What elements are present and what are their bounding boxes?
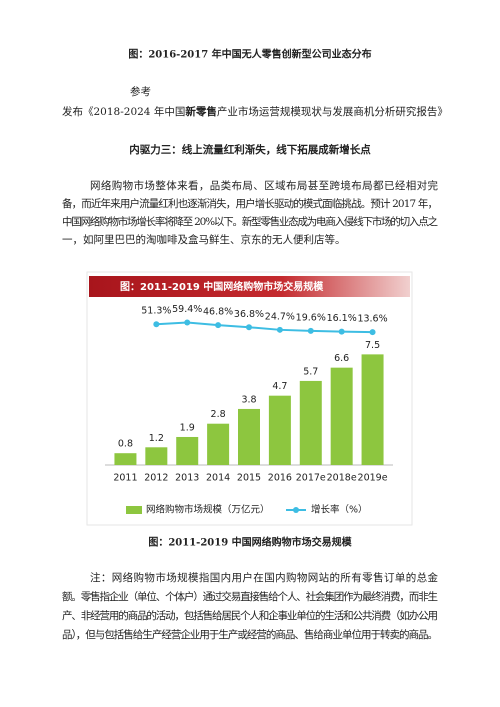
bar-label: 4.7: [272, 381, 287, 392]
growth-point: [276, 326, 283, 333]
paragraph-line: 网络购物市场整体来看，品类布局、区域布局甚至跨境布局都已经相对完: [90, 179, 439, 192]
bar: [145, 447, 168, 465]
growth-point: [338, 328, 345, 335]
growth-point: [369, 329, 376, 336]
growth-line: [156, 321, 373, 334]
x-tick-label: 2016: [268, 473, 292, 484]
chart-frame: [86, 271, 413, 526]
reference-part: 发布《2018-2024 年中国: [62, 105, 185, 118]
growth-point: [184, 319, 191, 326]
heading: 图：2016-2017 年中国无人零售创新型公司业态分布: [128, 48, 371, 61]
paragraph-line: 中国网络购物市场增长率将降至 20%以下。新型零售业态成为电商入侵线下市场的切入…: [62, 215, 439, 228]
note-line: 注：网络购物市场规模指国内用户在国内购物网站的所有零售订单的总金: [90, 571, 439, 584]
bar-label: 7.5: [365, 340, 380, 351]
reference: 发布《2018-2024 年中国新零售产业市场运营规模现状与发展商机分析研究报告…: [62, 105, 448, 118]
growth-label: 19.6%: [296, 312, 326, 323]
x-tick-label: 2018e: [327, 473, 357, 484]
legend-label: 增长率（%）: [311, 504, 368, 516]
bar-label: 3.8: [241, 394, 256, 405]
reference-label: 参考: [130, 85, 151, 98]
bar: [207, 423, 230, 465]
growth-label: 59.4%: [172, 304, 202, 315]
chart-title: 图：2011-2019 中国网络购物市场交易规模: [120, 280, 324, 293]
bar: [114, 453, 137, 465]
x-tick-label: 2017e: [296, 473, 326, 484]
note-line: 产、非经营用的商品的活动，包括售给居民个人和企事业单位的生活和公共消费（如办公用: [62, 609, 438, 622]
growth-label: 24.7%: [265, 311, 295, 322]
bar-label: 1.9: [180, 422, 195, 433]
growth-label: 13.6%: [357, 314, 387, 325]
chart: 图：2011-2019 中国网络购物市场交易规模 2011 2012 2013 201…: [86, 271, 413, 526]
bar: [176, 436, 199, 465]
x-tick-label: 2014: [206, 473, 230, 484]
x-tick-label: 2013: [175, 473, 199, 484]
bar: [299, 380, 322, 465]
bar-label: 1.2: [149, 433, 164, 444]
reference-bold: 新零售: [185, 105, 217, 118]
legend-swatch: [126, 506, 142, 514]
legend-swatch: [293, 507, 299, 513]
growth-label: 16.1%: [327, 313, 357, 324]
chart-banner: [89, 276, 410, 297]
x-tick-label: 2019e: [358, 473, 388, 484]
growth-label: 51.3%: [141, 306, 171, 317]
paragraph-line: 备，而近年来用户流量红利也逐渐消失，用户增长驱动的模式面临挑战。预计 2017 …: [62, 197, 438, 210]
x-tick-label: 2015: [237, 473, 261, 484]
growth-point: [153, 321, 160, 328]
legend-label: 网络购物市场规模（万亿元）: [146, 504, 270, 516]
bar: [361, 354, 384, 465]
note-line: 品），但与包括售给生产经营企业用于生产或经营的商品、售给商业单位用于转卖的商品。: [62, 628, 438, 641]
x-tick-label: 2011: [113, 473, 137, 484]
paragraph-line: 一，如阿里巴巴的淘咖啡及盒马鲜生、京东的无人便利店等。: [62, 233, 346, 246]
bar: [238, 408, 260, 465]
growth-point: [246, 324, 252, 331]
bar: [330, 367, 353, 465]
bar-label: 5.7: [303, 366, 318, 377]
bar: [268, 395, 291, 465]
growth-label: 46.8%: [203, 307, 233, 318]
x-tick-label: 2012: [144, 473, 168, 484]
growth-point: [307, 327, 314, 334]
growth-label: 36.8%: [234, 309, 264, 320]
note-line: 额。零售指企业（单位、个体户）通过交易直接售给个人、社会集团作为最终消费，而非生: [62, 590, 438, 603]
bar-label: 0.8: [118, 439, 133, 450]
reference-part: 产业市场运营规模现状与发展商机分析研究报告》: [217, 105, 448, 118]
section-title: 内驱力三：线上流量红利渐失，线下拓展成新增长点: [129, 143, 371, 156]
caption: 图：2011-2019 中国网络购物市场交易规模: [148, 536, 352, 549]
bar-label: 2.8: [211, 409, 226, 420]
growth-point: [215, 322, 222, 329]
bar-label: 6.6: [334, 353, 349, 364]
